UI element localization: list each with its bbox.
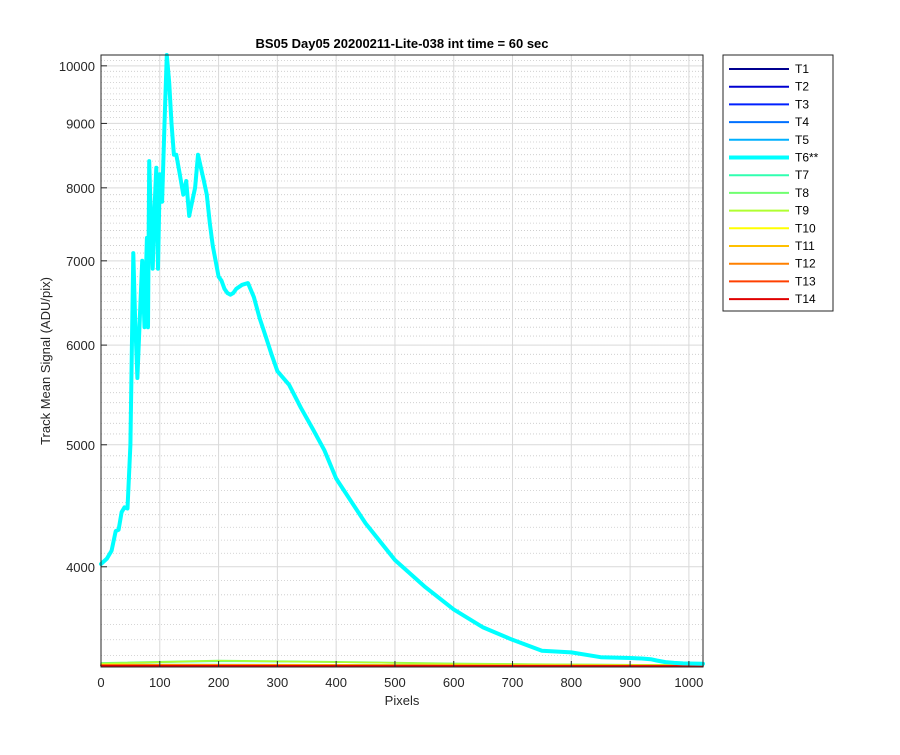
y-tick-label: 7000 [66, 254, 95, 269]
x-tick-label: 700 [502, 675, 524, 690]
y-axis-label: Track Mean Signal (ADU/pix) [38, 277, 53, 445]
y-tick-label: 10000 [59, 59, 95, 74]
y-tick-label: 5000 [66, 438, 95, 453]
legend-label: T6** [795, 151, 819, 165]
x-tick-label: 900 [619, 675, 641, 690]
chart-title: BS05 Day05 20200211-Lite-038 int time = … [255, 36, 548, 51]
x-tick-label: 600 [443, 675, 465, 690]
y-tick-label: 9000 [66, 116, 95, 131]
legend-label: T14 [795, 292, 816, 306]
legend-label: T3 [795, 97, 809, 111]
legend-label: T9 [795, 204, 809, 218]
x-tick-label: 800 [560, 675, 582, 690]
y-tick-label: 8000 [66, 181, 95, 196]
x-tick-label: 1000 [674, 675, 703, 690]
legend-label: T4 [795, 115, 809, 129]
legend: T1 T2 T3 T4 T5 T6** T7 T8 T9 T10 T11 T12 T13 T14 [723, 55, 833, 311]
x-tick-label: 0 [97, 675, 104, 690]
legend-label: T2 [795, 80, 809, 94]
y-tick-label: 6000 [66, 338, 95, 353]
legend-label: T7 [795, 168, 809, 182]
legend-label: T10 [795, 221, 816, 235]
x-tick-label: 200 [208, 675, 230, 690]
x-tick-label: 400 [325, 675, 347, 690]
y-tick-label: 4000 [66, 560, 95, 575]
x-tick-label: 100 [149, 675, 171, 690]
legend-label: T11 [795, 239, 815, 253]
x-tick-label: 300 [267, 675, 289, 690]
legend-label: T8 [795, 186, 809, 200]
legend-box [723, 55, 833, 311]
legend-label: T5 [795, 133, 809, 147]
legend-label: T12 [795, 257, 816, 271]
legend-label: T13 [795, 274, 816, 288]
legend-label: T1 [795, 62, 809, 76]
x-tick-label: 500 [384, 675, 406, 690]
x-axis-label: Pixels [385, 693, 420, 708]
